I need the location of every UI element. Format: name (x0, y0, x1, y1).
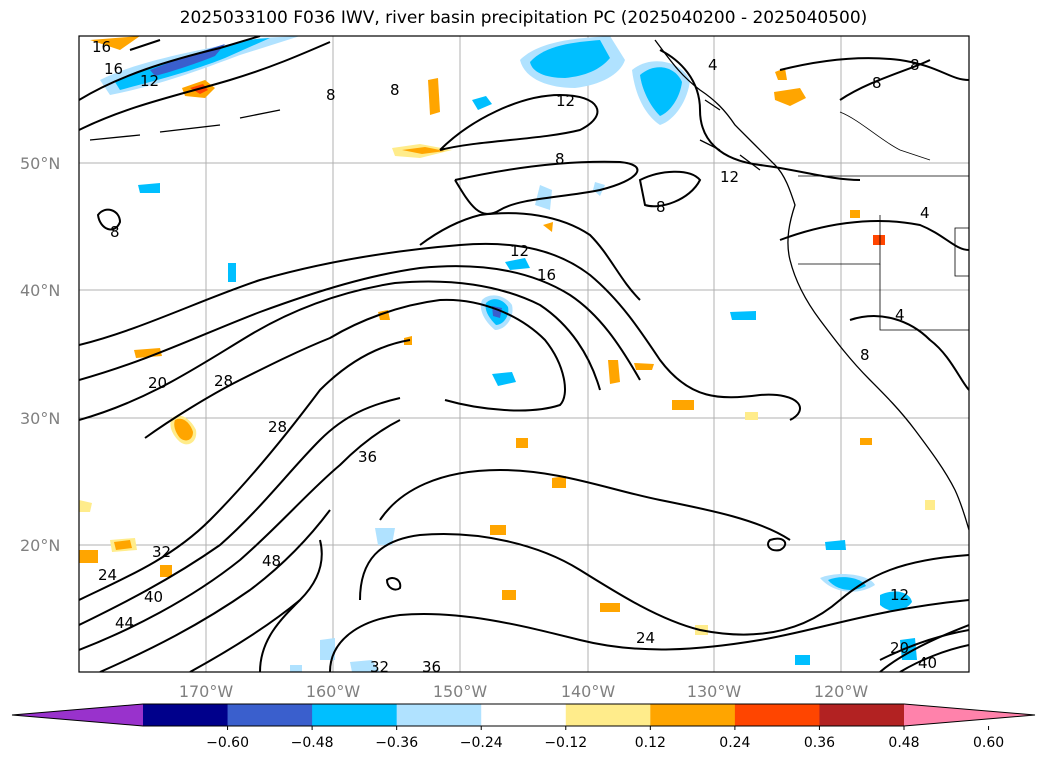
contour-label: 4 (708, 56, 718, 74)
contour-label: 8 (656, 198, 666, 216)
contour-label: 36 (358, 448, 377, 466)
colorbar-tick-label: 0.60 (973, 735, 1004, 751)
longitude-labels: 170°W 160°W 150°W 140°W 130°W 120°W (179, 682, 869, 701)
colorbar-segment (143, 704, 229, 726)
contour-label: 12 (890, 586, 909, 604)
contour-label: 24 (98, 566, 117, 584)
colorbar-segment (396, 704, 482, 726)
contour-label: 4 (895, 306, 905, 324)
political-borders (798, 111, 969, 331)
lon-label-150w: 150°W (433, 682, 488, 701)
map-frame (78, 35, 970, 673)
lat-label-50n: 50°N (20, 154, 60, 173)
contour-label: 8 (110, 223, 120, 241)
colorbar-tick-label: −0.12 (544, 735, 587, 751)
contour-label: 8 (555, 150, 565, 168)
colorbar-extend-min (12, 704, 143, 726)
colorbar-tick-label: −0.36 (375, 735, 418, 751)
lat-label-30n: 30°N (20, 409, 60, 428)
map-title: 2025033100 F036 IWV, river basin precipi… (179, 8, 868, 28)
contour-label: 8 (910, 56, 920, 74)
lon-label-140w: 140°W (561, 682, 616, 701)
contour-label: 28 (214, 372, 233, 390)
colorbar-segment (734, 704, 820, 726)
colorbar-tick-label: 0.12 (635, 735, 666, 751)
lat-label-40n: 40°N (20, 281, 60, 300)
colorbar: −0.60 −0.48 −0.36 −0.24 −0.12 0.12 0.24 0.36 0.4… (11, 703, 1036, 751)
colorbar-tick-label: 0.48 (888, 735, 919, 751)
contour-label: 12 (510, 242, 529, 260)
colorbar-segment (565, 704, 651, 726)
contour-label: 8 (872, 74, 882, 92)
contour-label: 40 (144, 588, 163, 606)
lon-label-120w: 120°W (814, 682, 869, 701)
colorbar-segment (819, 704, 905, 726)
contour-label-group: 16 16 12 8 8 12 8 8 12 8 8 4 4 8 12 16 2… (92, 38, 937, 676)
contour-label: 12 (140, 72, 159, 90)
map-area (79, 36, 969, 672)
colorbar-tick-label: 0.36 (804, 735, 835, 751)
colorbar-segment (227, 704, 313, 726)
colorbar-extend-max (904, 704, 1035, 726)
contour-label: 24 (636, 629, 655, 647)
contour-label: 32 (370, 658, 389, 676)
lat-label-20n: 20°N (20, 536, 60, 555)
lon-label-130w: 130°W (687, 682, 742, 701)
contour-label: 20 (148, 374, 167, 392)
coastline (89, 39, 969, 531)
lon-label-160w: 160°W (306, 682, 361, 701)
contour-label: 8 (860, 346, 870, 364)
contour-label: 8 (390, 81, 400, 99)
iwv-contours (79, 36, 969, 672)
contour-label: 16 (92, 38, 111, 56)
colorbar-tick-label: 0.24 (719, 735, 750, 751)
colorbar-tick-label: −0.60 (206, 735, 249, 751)
contour-label: 16 (537, 266, 556, 284)
contour-label: 44 (115, 614, 134, 632)
gridlines (79, 36, 969, 672)
contour-label: 28 (268, 418, 287, 436)
contour-label: 40 (918, 654, 937, 672)
contour-label: 12 (720, 168, 739, 186)
colorbar-segment (312, 704, 398, 726)
contour-label: 48 (262, 552, 281, 570)
contour-label: 4 (920, 204, 930, 222)
contour-label: 8 (326, 86, 336, 104)
contour-label: 32 (152, 543, 171, 561)
contour-label: 12 (556, 92, 575, 110)
colorbar-tick-label: −0.24 (460, 735, 503, 751)
contour-label: 36 (422, 658, 441, 676)
colorbar-outline (11, 703, 1036, 727)
lon-label-170w: 170°W (179, 682, 234, 701)
contour-label: 20 (890, 639, 909, 657)
precip-patches (79, 36, 935, 672)
colorbar-tick-label: −0.48 (291, 735, 334, 751)
latitude-labels: 50°N 40°N 30°N 20°N (20, 154, 60, 555)
contour-label: 16 (104, 60, 123, 78)
colorbar-segment (650, 704, 736, 726)
colorbar-segment (481, 704, 567, 726)
